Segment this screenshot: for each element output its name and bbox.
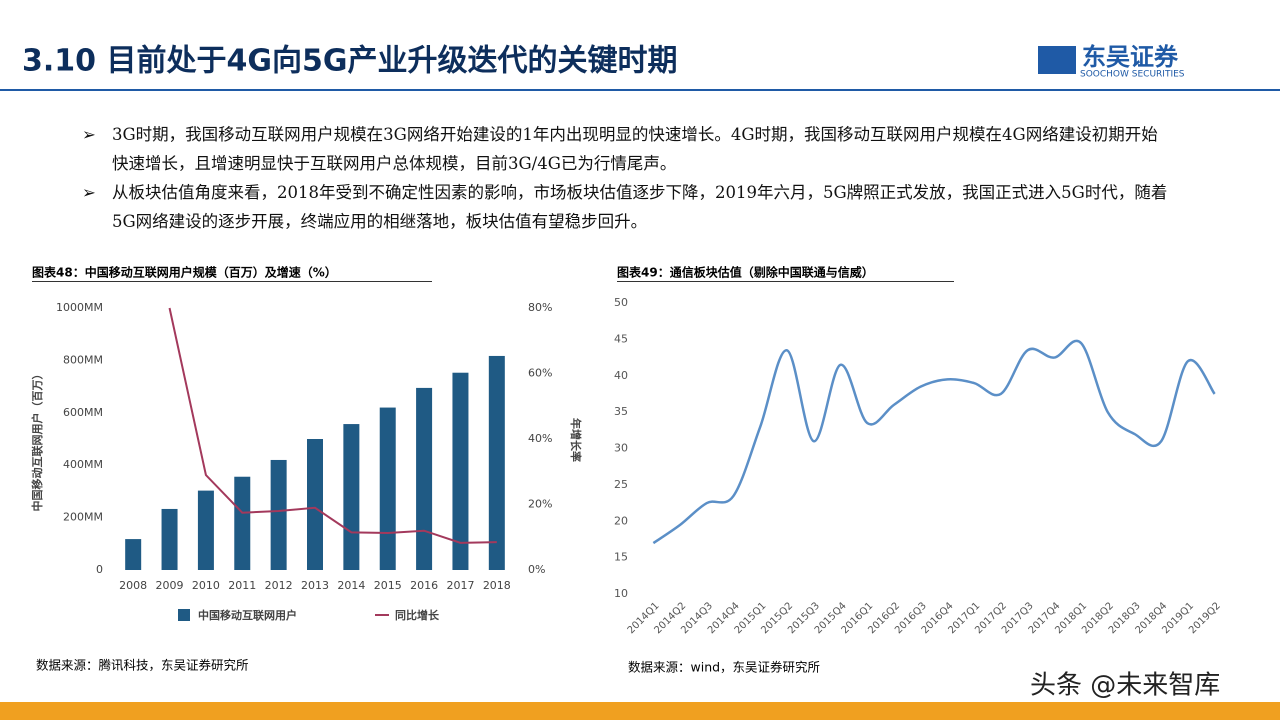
y-tick-label: 0: [96, 563, 103, 576]
chart-title: 图表49：通信板块估值（剔除中国联通与信威）: [617, 265, 874, 280]
bar: [197, 490, 214, 570]
y-tick-label: 40: [614, 369, 628, 382]
y-axis-label: 中国移动互联网用户（百万）: [30, 369, 44, 512]
x-tick-label: 2013: [301, 579, 329, 592]
bar: [379, 407, 396, 570]
logo: 东吴证券: [1082, 43, 1179, 71]
source: 数据来源：腾讯科技，东吴证券研究所: [36, 658, 249, 673]
x-tick-label: 2017: [446, 579, 474, 592]
watermark: 头条 @未来智库: [1030, 671, 1220, 701]
x-tick-label: 2016: [410, 579, 438, 592]
bar: [270, 459, 287, 570]
y-tick-label: 20: [614, 514, 628, 527]
line: [652, 339, 1216, 545]
y-tick-label: 50: [614, 296, 628, 309]
x-tick-label: 2018: [483, 579, 511, 592]
bullet-text: 3G时期，我国移动互联网用户规模在3G网络开始建设的1年内出现明显的快速增长。4…: [112, 125, 1158, 173]
title-rule: [32, 281, 432, 282]
legend-label: 中国移动互联网用户: [198, 608, 297, 622]
bar: [488, 355, 505, 570]
y2-tick-label: 80%: [528, 301, 552, 314]
y-tick-label: 15: [614, 551, 628, 564]
bar: [125, 539, 142, 570]
y-tick-label: 10: [614, 587, 628, 600]
y-tick-label: 400MM: [63, 458, 103, 471]
y2-tick-label: 20%: [528, 498, 552, 511]
y-tick-label: 45: [614, 332, 628, 345]
bar: [161, 508, 178, 570]
y2-tick-label: 60%: [528, 367, 552, 380]
y2-tick-label: 0%: [528, 563, 545, 576]
chart-users: 图表48：中国移动互联网用户规模（百万）及增速（%） 0 200MM 400MM 600…: [30, 265, 583, 673]
legend-label: 同比增长: [395, 608, 440, 622]
x-tick-label: 2009: [156, 579, 184, 592]
bullet: ➢ 3G时期，我国移动互联网用户规模在3G网络开始建设的1年内出现明显的快速增长。…: [82, 125, 1158, 173]
chart-valuation: 图表49：通信板块估值（剔除中国联通与信威） 10 15 20 25 30 35 40 45 50…: [614, 265, 1223, 675]
y-tick-label: 1000MM: [56, 301, 103, 314]
bar: [416, 387, 433, 570]
logo-icon: [1038, 46, 1076, 74]
title-rule: [617, 281, 954, 282]
x-tick-label: 2014: [337, 579, 365, 592]
slide-title: 3.10 目前处于4G向5G产业升级迭代的关键时期: [22, 44, 677, 79]
x-tick-label: 2008: [119, 579, 147, 592]
y2-tick-label: 40%: [528, 432, 552, 445]
footer-band: [0, 702, 1280, 720]
y-tick-label: 25: [614, 478, 628, 491]
bar: [343, 424, 360, 570]
y-tick-label: 600MM: [63, 406, 103, 419]
y2-axis-label: 年增长率: [569, 418, 583, 462]
x-tick-label: 2015: [374, 579, 402, 592]
y-tick-label: 35: [614, 405, 628, 418]
bar: [452, 372, 469, 570]
source: 数据来源：wind，东吴证券研究所: [628, 660, 820, 675]
y-tick-label: 30: [614, 442, 628, 455]
bar: [234, 476, 251, 570]
chart-title: 图表48：中国移动互联网用户规模（百万）及增速（%）: [32, 265, 337, 280]
x-tick-label: 2010: [192, 579, 220, 592]
legend-swatch: [178, 609, 190, 621]
header-rule: [0, 89, 1280, 91]
bullet: ➢ 从板块估值角度来看，2018年受到不确定性因素的影响，市场板块估值逐步下降，2…: [82, 183, 1168, 231]
bullet-text: 从板块估值角度来看，2018年受到不确定性因素的影响，市场板块估值逐步下降，20…: [112, 183, 1168, 231]
logo-en: SOOCHOW SECURITIES: [1080, 70, 1185, 80]
bar: [307, 439, 323, 570]
x-tick-label: 2011: [228, 579, 256, 592]
x-tick-label: 2012: [265, 579, 293, 592]
line: [168, 307, 497, 544]
y-tick-label: 200MM: [63, 511, 103, 524]
y-tick-label: 800MM: [63, 353, 103, 366]
